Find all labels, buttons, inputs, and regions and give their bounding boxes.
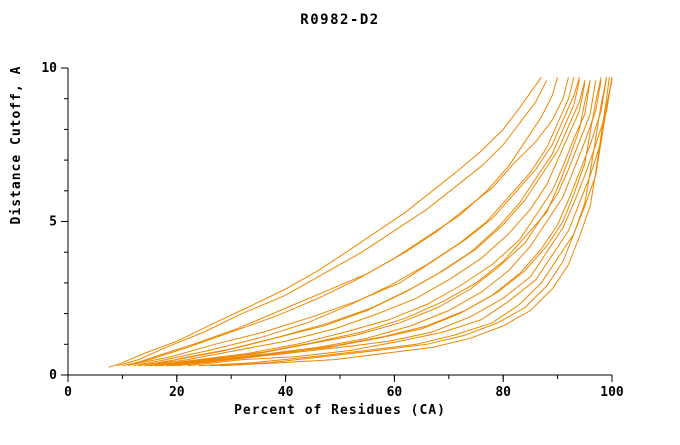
series-line [127, 77, 569, 367]
series-line [198, 77, 613, 367]
series-line [138, 80, 580, 367]
series-line [149, 80, 586, 367]
series-line [154, 80, 591, 367]
series-line [171, 77, 602, 367]
y-axis-label: Distance Cutoff, A [9, 66, 24, 225]
series-lines [108, 76, 613, 368]
series-line [165, 77, 608, 367]
series-line [187, 80, 613, 367]
series-line [116, 80, 548, 367]
axis-frame [67, 68, 612, 376]
x-tick-label: 0 [64, 385, 72, 400]
y-tick-label: 0 [49, 368, 57, 383]
series-line [176, 77, 613, 367]
x-axis-label: Percent of Residues (CA) [234, 403, 446, 418]
series-line [122, 77, 559, 367]
chart-title: R0982-D2 [300, 12, 379, 28]
series-line [133, 77, 580, 365]
x-tick-label: 20 [169, 385, 185, 400]
y-tick-label: 5 [49, 215, 57, 230]
x-tick-label: 80 [495, 385, 511, 400]
series-line [220, 77, 610, 367]
x-tick-label: 60 [387, 385, 403, 400]
series-line [149, 80, 591, 367]
series-line [160, 80, 602, 367]
series-line [154, 80, 597, 367]
axes: 0 20 40 60 80 100 0 5 10 [41, 61, 624, 400]
x-tick-label: 40 [278, 385, 294, 400]
series-line [209, 77, 608, 367]
y-tick-label: 10 [41, 61, 57, 76]
x-tick-label: 100 [600, 385, 624, 400]
series-line [144, 83, 586, 367]
series-line [108, 76, 542, 368]
